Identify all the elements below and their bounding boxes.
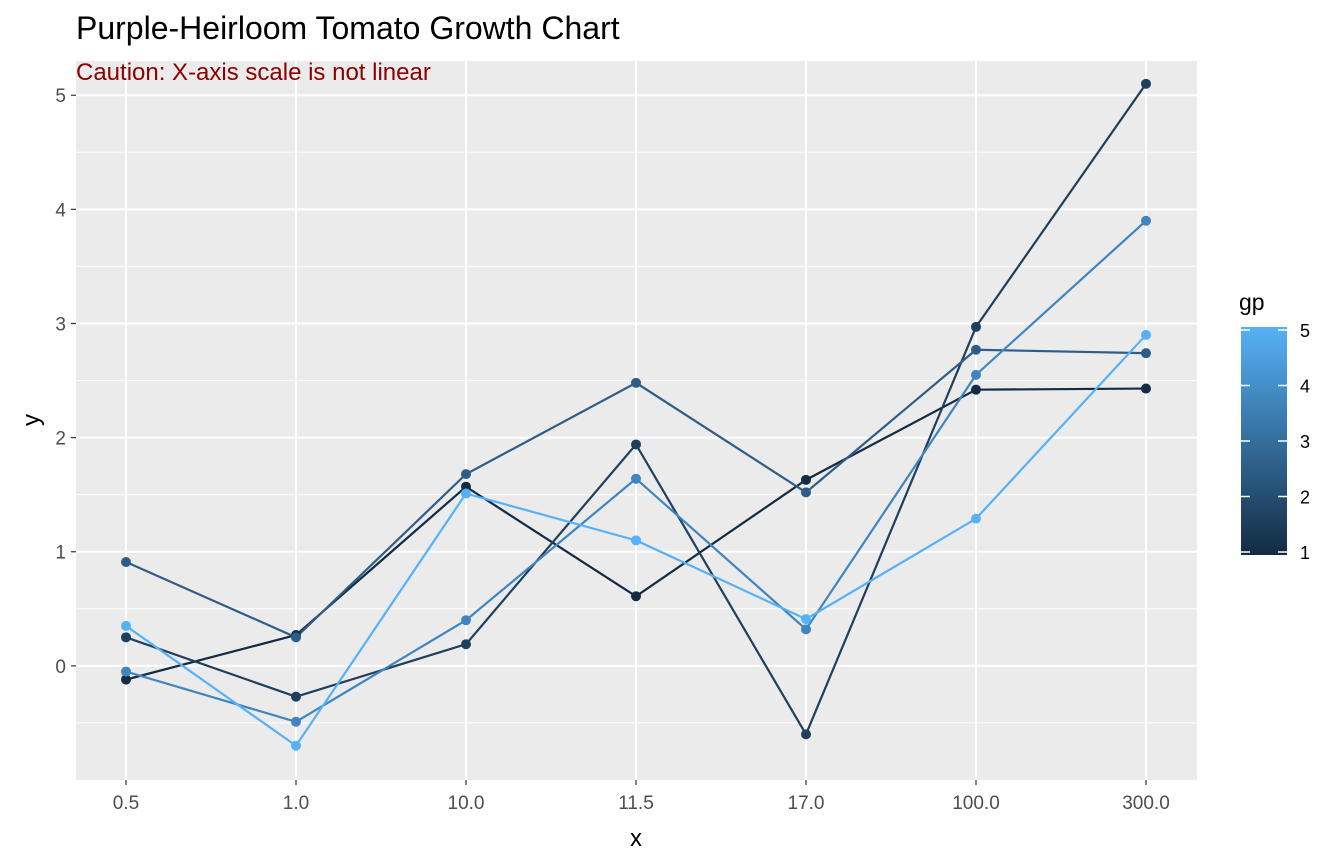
- data-point-gp-4: [291, 716, 301, 727]
- data-point-gp-3: [291, 632, 301, 643]
- legend-tick-label: 5: [1300, 321, 1310, 341]
- data-point-gp-2: [121, 632, 131, 643]
- legend: gp 1 2 3 4 5: [1239, 289, 1310, 563]
- data-point-gp-4: [1141, 215, 1151, 226]
- data-point-gp-5: [971, 513, 981, 524]
- y-tick-label: 1: [55, 543, 66, 564]
- data-point-gp-1: [461, 481, 471, 492]
- x-tick-label: 11.5: [618, 793, 654, 814]
- data-point-gp-2: [971, 321, 981, 332]
- data-point-gp-2: [631, 439, 641, 450]
- legend-title: gp: [1239, 289, 1265, 315]
- data-point-gp-4: [631, 473, 641, 484]
- chart-title: Purple-Heirloom Tomato Growth Chart: [76, 10, 620, 46]
- legend-tick-label: 1: [1300, 543, 1310, 563]
- y-axis-title: y: [18, 414, 45, 426]
- data-point-gp-1: [971, 384, 981, 395]
- legend-tick-label: 2: [1300, 488, 1310, 508]
- data-point-gp-3: [971, 344, 981, 355]
- data-point-gp-2: [291, 691, 301, 702]
- x-tick-label: 300.0: [1122, 793, 1170, 814]
- data-point-gp-3: [121, 557, 131, 568]
- y-tick-label: 4: [55, 200, 66, 221]
- chart-subtitle: Caution: X-axis scale is not linear: [76, 59, 431, 86]
- x-tick-label: 10.0: [448, 793, 485, 814]
- x-axis-title: x: [630, 825, 642, 852]
- data-point-gp-5: [1141, 329, 1151, 340]
- data-point-gp-2: [801, 729, 811, 740]
- data-point-gp-1: [631, 591, 641, 602]
- x-tick-label: 0.5: [113, 793, 139, 814]
- data-point-gp-5: [121, 620, 131, 631]
- data-point-gp-5: [631, 535, 641, 546]
- data-point-gp-2: [1141, 78, 1151, 89]
- data-point-gp-1: [1141, 383, 1151, 394]
- y-tick-label: 5: [55, 86, 66, 107]
- y-axis-ticks: 0 1 2 3 4 5: [55, 86, 76, 678]
- data-point-gp-5: [291, 740, 301, 751]
- data-point-gp-2: [461, 639, 471, 650]
- data-point-gp-4: [121, 666, 131, 677]
- data-point-gp-4: [801, 624, 811, 635]
- data-point-gp-3: [801, 487, 811, 498]
- legend-tick-label: 4: [1300, 377, 1310, 397]
- data-point-gp-3: [461, 469, 471, 480]
- data-point-gp-4: [461, 615, 471, 626]
- x-tick-label: 1.0: [283, 793, 309, 814]
- x-tick-label: 100.0: [952, 793, 1000, 814]
- series-points: [121, 78, 1151, 751]
- data-point-gp-5: [461, 488, 471, 499]
- y-tick-label: 0: [55, 657, 66, 678]
- x-axis-ticks: 0.5 1.0 10.0 11.5 17.0 100.0 300.0: [113, 780, 1170, 814]
- data-point-gp-5: [801, 614, 811, 625]
- data-point-gp-3: [1141, 348, 1151, 359]
- data-point-gp-4: [971, 369, 981, 380]
- grid-major: [76, 61, 1197, 780]
- y-tick-label: 3: [55, 314, 66, 335]
- x-tick-label: 17.0: [788, 793, 825, 814]
- legend-ticks: 1 2 3 4 5: [1241, 321, 1310, 563]
- data-point-gp-1: [121, 674, 131, 685]
- y-tick-label: 2: [55, 429, 66, 450]
- data-point-gp-3: [631, 377, 641, 388]
- data-point-gp-1: [801, 474, 811, 485]
- legend-tick-label: 3: [1300, 432, 1310, 452]
